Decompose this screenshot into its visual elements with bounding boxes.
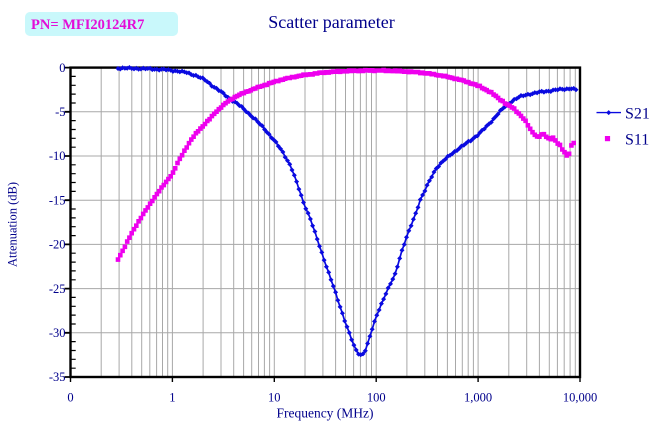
svg-text:-30: -30: [49, 326, 66, 340]
svg-text:1: 1: [169, 391, 175, 405]
svg-text:Frequency (MHz): Frequency (MHz): [276, 406, 373, 421]
svg-text:S11: S11: [625, 132, 649, 149]
svg-text:Scatter parameter: Scatter parameter: [268, 12, 394, 32]
svg-text:-15: -15: [49, 193, 66, 207]
svg-text:100: 100: [367, 391, 386, 405]
svg-text:0: 0: [67, 391, 73, 405]
svg-text:-35: -35: [49, 370, 66, 384]
svg-text:S21: S21: [625, 106, 650, 123]
svg-text:10: 10: [268, 391, 281, 405]
svg-text:-20: -20: [49, 238, 66, 252]
svg-text:10,000: 10,000: [563, 391, 597, 405]
svg-text:0: 0: [59, 61, 65, 75]
svg-text:-10: -10: [49, 149, 66, 163]
svg-text:-5: -5: [55, 105, 65, 119]
svg-text:Attenuation (dB): Attenuation (dB): [6, 182, 20, 267]
svg-text:1,000: 1,000: [464, 391, 492, 405]
svg-text:-25: -25: [49, 282, 66, 296]
